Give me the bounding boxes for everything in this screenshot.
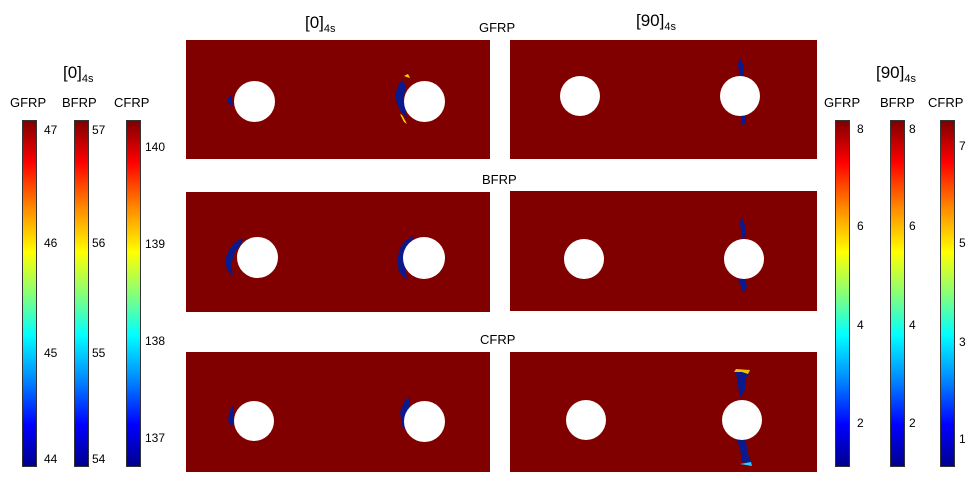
tick-label: 140 [145, 140, 166, 154]
tick-label: 3 [959, 335, 966, 349]
tick-label: 47 [44, 123, 58, 137]
damage-zone [738, 58, 746, 126]
column-header-0deg: [0]4s [305, 13, 336, 35]
hole-right [724, 239, 764, 279]
hole-left [237, 237, 278, 278]
damage-zone [738, 217, 747, 293]
tick-label: 2 [909, 416, 916, 430]
colorbar-bfrp-0deg [74, 120, 89, 467]
right-colorbar-label-bfrp: BFRP [880, 95, 915, 110]
colorbar-gfrp-0deg [22, 120, 37, 467]
tick-label: 4 [909, 318, 916, 332]
tick-label: 55 [92, 346, 106, 360]
left-colorbar-header: [0]4s [63, 63, 94, 85]
left-colorbar-label-bfrp: BFRP [62, 95, 97, 110]
hole-left [234, 81, 275, 122]
tick-label: 44 [44, 452, 58, 466]
panel-bfrp-0deg [186, 192, 490, 312]
tick-label: 138 [145, 334, 166, 348]
tick-label: 5 [959, 236, 966, 250]
tick-label: 6 [909, 219, 916, 233]
panel-gfrp-90deg [510, 40, 817, 159]
hole-right [720, 76, 760, 116]
right-colorbar-label-gfrp: GFRP [824, 95, 861, 110]
tick-label: 139 [145, 237, 166, 251]
tick-label: 8 [909, 122, 916, 136]
tick-label: 2 [857, 416, 864, 430]
damage-zone [734, 369, 752, 466]
colorbar-bfrp-90deg [890, 120, 905, 467]
right-colorbar-header: [90]4s [876, 63, 916, 85]
hole-left [560, 76, 600, 116]
tick-label: 56 [92, 236, 106, 250]
tick-label: 54 [92, 452, 106, 466]
hole-right [403, 237, 445, 279]
panel-cfrp-0deg [186, 352, 490, 472]
tick-label: 6 [857, 219, 864, 233]
tick-label: 7 [959, 139, 966, 153]
hole-right [722, 400, 762, 440]
hole-right [404, 401, 445, 442]
tick-label: 8 [857, 122, 864, 136]
panel-bfrp-90deg [510, 191, 817, 311]
hole-right [404, 81, 445, 122]
panel-cfrp-90deg [510, 352, 817, 472]
tick-label: 137 [145, 431, 166, 445]
tick-label: 1 [959, 432, 966, 446]
damage-zone [227, 74, 410, 124]
hole-left [564, 239, 604, 279]
hole-left [234, 401, 274, 441]
column-header-90deg: [90]4s [636, 11, 676, 33]
row-label-cfrp: CFRP [480, 332, 516, 347]
hole-left [566, 400, 606, 440]
tick-label: 4 [857, 318, 864, 332]
tick-label: 57 [92, 123, 106, 137]
left-colorbar-label-gfrp: GFRP [10, 95, 47, 110]
colorbar-cfrp-90deg [940, 120, 955, 467]
colorbar-gfrp-90deg [835, 120, 850, 467]
left-colorbar-label-cfrp: CFRP [114, 95, 150, 110]
row-label-gfrp: GFRP [479, 20, 516, 35]
right-colorbar-label-cfrp: CFRP [928, 95, 964, 110]
panel-gfrp-0deg [186, 40, 490, 159]
tick-label: 46 [44, 236, 58, 250]
row-label-bfrp: BFRP [482, 172, 517, 187]
damage-zone [228, 396, 410, 434]
tick-label: 45 [44, 346, 58, 360]
colorbar-cfrp-0deg [126, 120, 141, 467]
